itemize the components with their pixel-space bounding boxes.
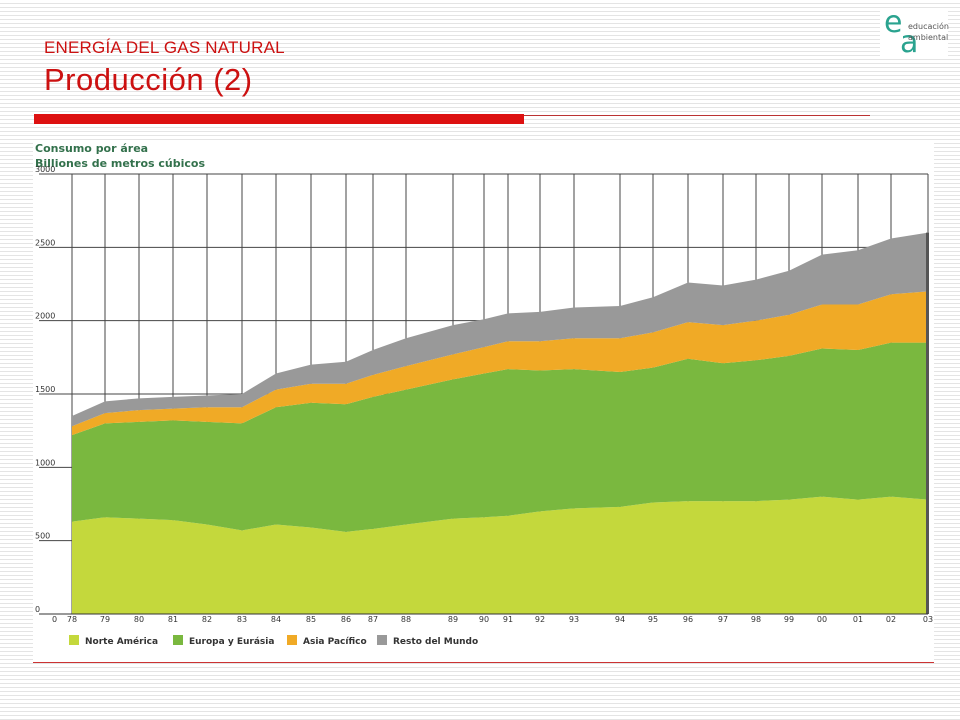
- x-tick-label: 86: [341, 615, 351, 624]
- x-tick-label: 00: [817, 615, 827, 624]
- x-tick-label: 96: [683, 615, 693, 624]
- legend-label: Norte América: [85, 636, 158, 647]
- logo-text-line1: educación: [908, 22, 949, 31]
- legend-swatch: [287, 635, 297, 645]
- x-tick-label: 02: [886, 615, 896, 624]
- x-origin-label: 0: [52, 615, 57, 624]
- x-tick-label: 95: [648, 615, 658, 624]
- x-tick-label: 81: [168, 615, 178, 624]
- x-tick-label: 91: [503, 615, 513, 624]
- x-tick-label: 80: [134, 615, 144, 624]
- chart-panel: Consumo por área Billiones de metros cúbi…: [33, 140, 934, 663]
- educacion-ambiental-logo: e a educación ambiental: [880, 5, 949, 60]
- y-tick-label: 2500: [35, 238, 55, 247]
- x-tick-label: 87: [368, 615, 378, 624]
- slide-kicker: ENERGÍA DEL GAS NATURAL: [44, 38, 285, 57]
- x-tick-label: 84: [271, 615, 281, 624]
- title-underline-line: [524, 115, 870, 116]
- legend-swatch: [173, 635, 183, 645]
- y-tick-label: 500: [35, 532, 50, 541]
- chart-title: Consumo por área: [35, 142, 148, 155]
- legend-swatch: [69, 635, 79, 645]
- slide-header: ENERGÍA DEL GAS NATURAL Producción (2): [44, 38, 285, 98]
- x-tick-label: 03: [923, 615, 933, 624]
- x-tick-label: 97: [718, 615, 728, 624]
- y-tick-label: 1000: [35, 458, 55, 467]
- series-area-resto-del-mundo: [72, 232, 928, 427]
- legend-swatch: [377, 635, 387, 645]
- logo-letter-a: a: [900, 25, 919, 60]
- y-tick-label: 0: [35, 605, 40, 614]
- logo-letter-e: e: [884, 5, 903, 40]
- x-tick-label: 83: [237, 615, 247, 624]
- y-tick-label: 1500: [35, 385, 55, 394]
- legend-label: Resto del Mundo: [393, 637, 478, 647]
- x-tick-label: 88: [401, 615, 411, 624]
- x-tick-label: 93: [569, 615, 579, 624]
- plot-edge-strip: [926, 232, 929, 614]
- x-tick-label: 82: [202, 615, 212, 624]
- y-tick-label: 2000: [35, 312, 55, 321]
- series-area-norte-américa: [72, 496, 928, 614]
- legend-label: Europa y Eurásia: [189, 637, 274, 647]
- title-underline-bar: [34, 114, 524, 124]
- x-tick-label: 90: [479, 615, 489, 624]
- consumption-area-chart: Consumo por área Billiones de metros cúbi…: [35, 142, 933, 647]
- series-area-europa-y-eurásia: [72, 342, 928, 532]
- slide-title: Producción (2): [44, 62, 253, 97]
- legend-label: Asia Pacífico: [303, 637, 367, 647]
- x-tick-label: 98: [751, 615, 761, 624]
- y-tick-label: 3000: [35, 165, 55, 174]
- x-tick-label: 78: [67, 615, 77, 624]
- x-tick-label: 94: [615, 615, 625, 624]
- x-tick-label: 85: [306, 615, 316, 624]
- x-tick-label: 99: [784, 615, 794, 624]
- x-tick-label: 79: [100, 615, 110, 624]
- x-tick-label: 01: [853, 615, 863, 624]
- x-tick-label: 92: [535, 615, 545, 624]
- x-tick-label: 89: [448, 615, 458, 624]
- series-area-asia-pacífico: [72, 291, 928, 436]
- chart-y-axis-label: Billiones de metros cúbicos: [35, 157, 205, 170]
- logo-text-line2: ambiental: [908, 33, 949, 42]
